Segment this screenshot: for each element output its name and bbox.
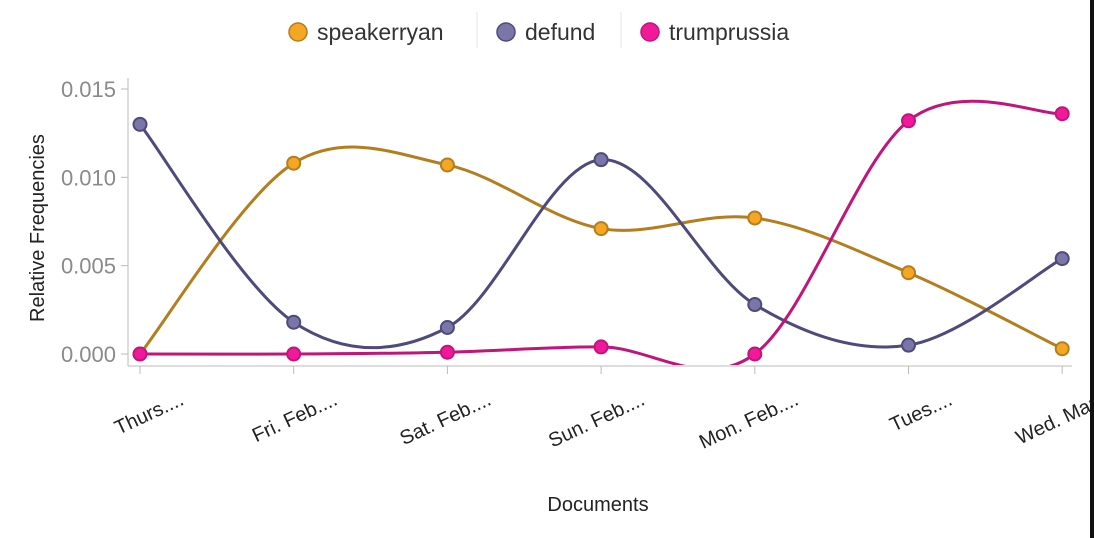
x-tick-label: Thurs.... [111, 389, 187, 440]
data-point-speakerryan[interactable] [747, 210, 763, 226]
y-axis-title: Relative Frequencies [27, 134, 49, 322]
legend-item-trumprussia[interactable]: trumprussia [640, 19, 789, 45]
data-point-trumprussia[interactable] [747, 346, 763, 362]
data-point-defund[interactable] [593, 152, 609, 168]
y-tick-label: 0.005 [61, 254, 116, 279]
legend-label-speakerryan: speakerryan [317, 19, 444, 45]
x-tick-label: Fri. Feb.... [249, 389, 341, 447]
data-point-defund[interactable] [901, 337, 916, 353]
data-point-speakerryan[interactable] [286, 155, 302, 171]
data-point-speakerryan[interactable] [901, 265, 916, 281]
legend-swatch-defund [496, 22, 516, 42]
x-tick-label: Mon. Feb.... [696, 389, 802, 454]
data-point-speakerryan[interactable] [439, 157, 455, 173]
x-tick-label: Wed. Marc [1013, 389, 1094, 450]
x-axis-title: Documents [547, 494, 648, 516]
data-point-defund[interactable] [132, 116, 148, 132]
x-tick-label: Sun. Feb.... [545, 389, 648, 453]
y-tick-label: 0.015 [61, 77, 116, 102]
legend-swatch-speakerryan [288, 22, 308, 42]
x-tick-label: Sat. Feb.... [397, 389, 495, 450]
data-point-trumprussia[interactable] [1054, 106, 1070, 122]
data-point-speakerryan[interactable] [593, 221, 609, 237]
legend: speakerryan defund trumprussia [288, 12, 789, 48]
y-ticks: 0.000 0.005 0.010 0.015 [61, 77, 128, 367]
data-point-trumprussia[interactable] [439, 344, 455, 360]
data-point-defund[interactable] [286, 314, 302, 330]
data-point-defund[interactable] [747, 297, 763, 313]
x-ticks: Thurs.... Fri. Feb.... Sat. Feb.... Sun. Fe… [111, 366, 1094, 454]
data-point-defund[interactable] [439, 320, 455, 335]
legend-item-speakerryan[interactable]: speakerryan [288, 19, 444, 45]
data-point-trumprussia[interactable] [132, 346, 148, 362]
series-line-speakerryan [138, 145, 1063, 355]
data-point-trumprussia[interactable] [593, 339, 609, 355]
data-point-defund[interactable] [1054, 251, 1070, 267]
legend-swatch-trumprussia [640, 22, 660, 42]
y-tick-label: 0.010 [61, 165, 116, 190]
data-point-trumprussia[interactable] [286, 346, 302, 362]
legend-label-defund: defund [525, 19, 595, 45]
x-tick-label: Tues.... [887, 389, 956, 437]
window-edge [1090, 0, 1094, 538]
y-tick-label: 0.000 [61, 342, 116, 367]
y-axis: 0.000 0.005 0.010 0.015 [61, 77, 129, 367]
legend-item-defund[interactable]: defund [496, 19, 595, 45]
data-point-speakerryan[interactable] [1054, 341, 1070, 357]
data-point-trumprussia[interactable] [901, 113, 916, 129]
x-axis: Thurs.... Fri. Feb.... Sat. Feb.... Sun. Fe… [111, 365, 1094, 454]
legend-label-trumprussia: trumprussia [669, 19, 789, 45]
series-points [132, 106, 1070, 362]
